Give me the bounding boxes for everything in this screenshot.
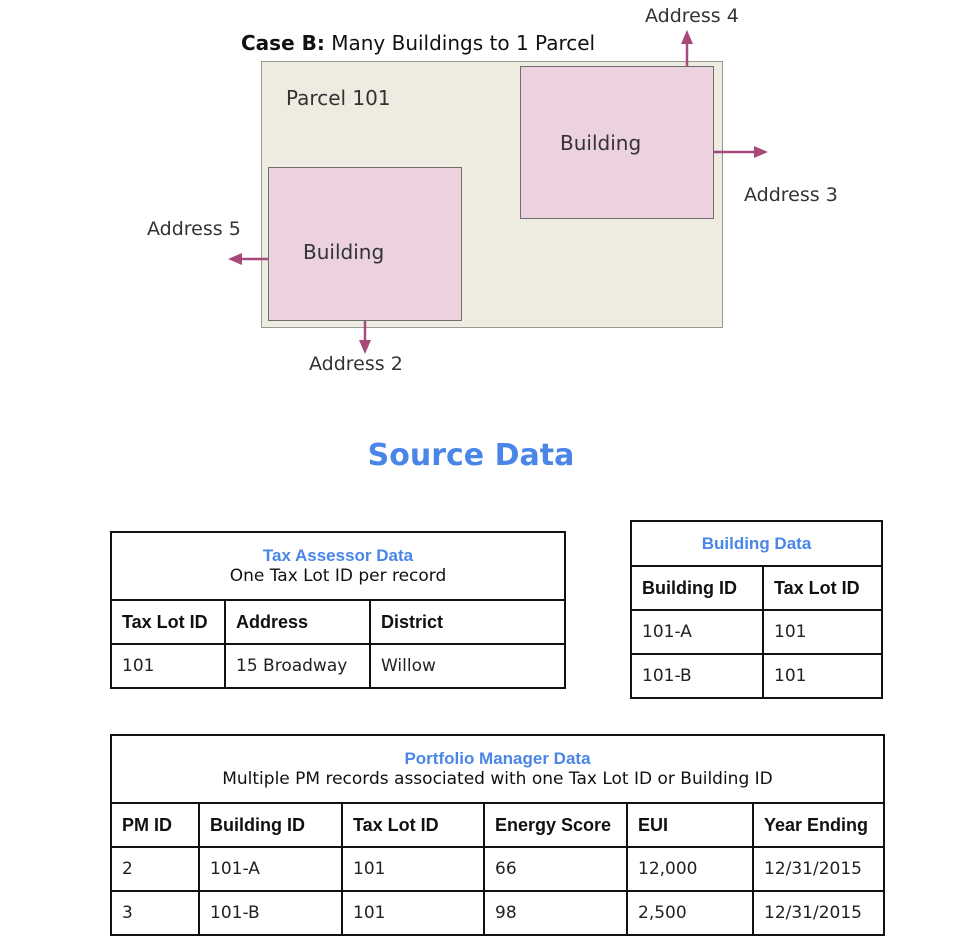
building-right-label: Building bbox=[560, 131, 642, 155]
column-header: Building ID bbox=[630, 565, 764, 611]
building-left bbox=[268, 167, 462, 321]
table-row: 101 15 Broadway Willow bbox=[110, 643, 566, 689]
address-4-label: Address 4 bbox=[645, 5, 739, 27]
case-label: Case B: bbox=[241, 31, 325, 55]
table-row: 101-B 101 bbox=[630, 653, 883, 699]
building-right bbox=[520, 66, 714, 219]
table-cell: 101-B bbox=[198, 890, 343, 936]
case-title: Case B: Many Buildings to 1 Parcel bbox=[241, 31, 595, 55]
arrowhead-address-3 bbox=[754, 146, 768, 158]
table-cell: 101-B bbox=[630, 653, 764, 699]
address-3-label: Address 3 bbox=[744, 184, 838, 206]
arrowhead-address-5 bbox=[228, 253, 242, 265]
address-arrows bbox=[228, 30, 768, 354]
portfolio-manager-caption: Portfolio Manager Data Multiple PM recor… bbox=[110, 734, 885, 804]
building-data-title: Building Data bbox=[701, 533, 812, 553]
column-header: Energy Score bbox=[483, 802, 628, 848]
table-cell: 2,500 bbox=[626, 890, 754, 936]
tax-assessor-table: Tax Assessor Data One Tax Lot ID per rec… bbox=[110, 531, 566, 689]
column-header: District bbox=[369, 599, 566, 645]
tax-assessor-subtitle: One Tax Lot ID per record bbox=[229, 566, 447, 586]
table-cell: 2 bbox=[110, 846, 200, 892]
column-header: Tax Lot ID bbox=[762, 565, 883, 611]
table-cell: 15 Broadway bbox=[224, 643, 371, 689]
table-cell: 12/31/2015 bbox=[752, 846, 885, 892]
table-row: 2 101-A 101 66 12,000 12/31/2015 bbox=[110, 846, 885, 892]
table-cell: Willow bbox=[369, 643, 566, 689]
column-header: Tax Lot ID bbox=[341, 802, 485, 848]
tax-assessor-title: Tax Assessor Data bbox=[262, 546, 414, 565]
table-cell: 101-A bbox=[630, 609, 764, 655]
building-data-caption: Building Data bbox=[630, 520, 883, 567]
portfolio-manager-title: Portfolio Manager Data bbox=[404, 749, 591, 768]
building-left-label: Building bbox=[303, 240, 385, 264]
table-cell: 12,000 bbox=[626, 846, 754, 892]
building-data-table: Building Data Building ID Tax Lot ID 101… bbox=[630, 520, 883, 699]
table-row: 3 101-B 101 98 2,500 12/31/2015 bbox=[110, 890, 885, 936]
parcel-label: Parcel 101 bbox=[286, 86, 391, 110]
column-header: Address bbox=[224, 599, 371, 645]
address-2-label: Address 2 bbox=[309, 353, 403, 375]
column-header: PM ID bbox=[110, 802, 200, 848]
portfolio-manager-subtitle: Multiple PM records associated with one … bbox=[222, 769, 773, 789]
address-5-label: Address 5 bbox=[147, 218, 241, 240]
table-cell: 101 bbox=[110, 643, 226, 689]
table-cell: 101 bbox=[762, 609, 883, 655]
source-data-title: Source Data bbox=[367, 438, 575, 473]
table-cell: 101 bbox=[762, 653, 883, 699]
table-row: 101-A 101 bbox=[630, 609, 883, 655]
column-header: Year Ending bbox=[752, 802, 885, 848]
table-cell: 101 bbox=[341, 846, 485, 892]
table-cell: 66 bbox=[483, 846, 628, 892]
table-cell: 12/31/2015 bbox=[752, 890, 885, 936]
tax-assessor-caption: Tax Assessor Data One Tax Lot ID per rec… bbox=[110, 531, 566, 601]
column-header: Tax Lot ID bbox=[110, 599, 226, 645]
table-cell: 101-A bbox=[198, 846, 343, 892]
portfolio-manager-table: Portfolio Manager Data Multiple PM recor… bbox=[110, 734, 885, 936]
arrowhead-address-2 bbox=[359, 340, 371, 354]
table-cell: 101 bbox=[341, 890, 485, 936]
table-cell: 98 bbox=[483, 890, 628, 936]
arrowhead-address-4 bbox=[681, 30, 693, 44]
column-header: Building ID bbox=[198, 802, 343, 848]
column-header: EUI bbox=[626, 802, 754, 848]
case-description: Many Buildings to 1 Parcel bbox=[331, 31, 596, 55]
table-cell: 3 bbox=[110, 890, 200, 936]
